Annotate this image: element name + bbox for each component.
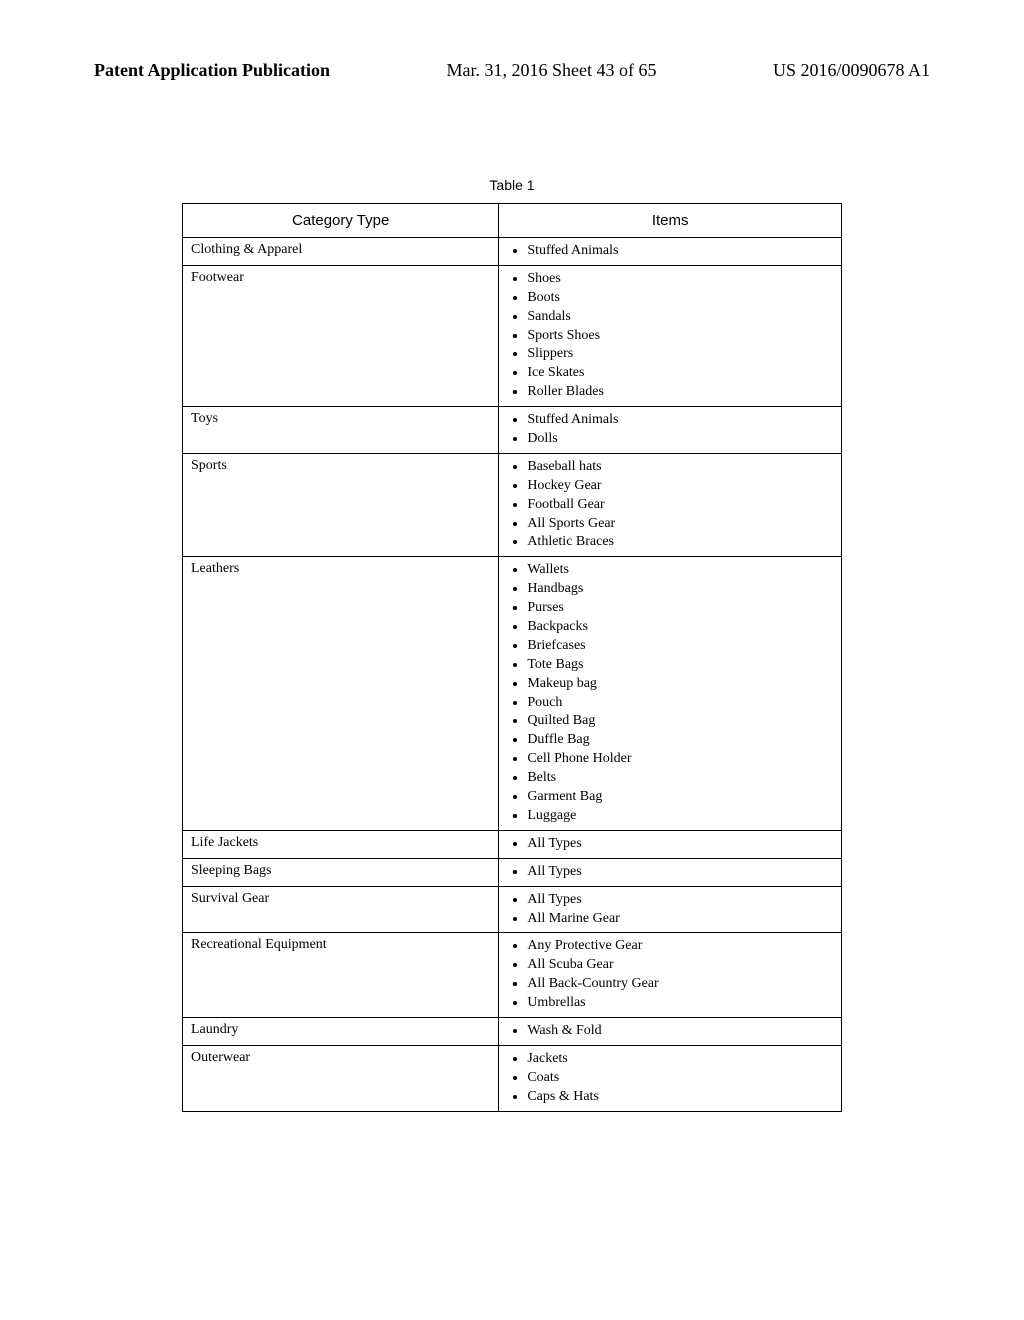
page-header: Patent Application Publication Mar. 31, … — [90, 60, 934, 87]
items-list: Stuffed AnimalsDolls — [507, 411, 833, 449]
items-list: All TypesAll Marine Gear — [507, 891, 833, 929]
table-row: Clothing & Apparel Stuffed Animals — [183, 238, 842, 266]
items-list: JacketsCoatsCaps & Hats — [507, 1050, 833, 1107]
list-item: Quilted Bag — [527, 712, 833, 731]
table-row: LeathersWalletsHandbagsPursesBackpacksBr… — [183, 557, 842, 830]
items-list: WalletsHandbagsPursesBackpacksBriefcases… — [507, 561, 833, 825]
category-cell: Leathers — [183, 557, 499, 830]
list-item: Backpacks — [527, 618, 833, 637]
table-row: SportsBaseball hatsHockey GearFootball G… — [183, 453, 842, 556]
items-list: ShoesBootsSandalsSports ShoesSlippersIce… — [507, 270, 833, 402]
list-item: Luggage — [527, 807, 833, 826]
list-item: Wash & Fold — [527, 1022, 833, 1041]
list-item: All Back-Country Gear — [527, 975, 833, 994]
list-item: Pouch — [527, 694, 833, 713]
list-item: All Marine Gear — [527, 910, 833, 929]
list-item: Tote Bags — [527, 656, 833, 675]
table-header-row: Category Type Items — [183, 204, 842, 238]
list-item: Duffle Bag — [527, 731, 833, 750]
list-item: Cell Phone Holder — [527, 750, 833, 769]
list-item: Athletic Braces — [527, 533, 833, 552]
category-cell: Footwear — [183, 265, 499, 406]
header-date-sheet: Mar. 31, 2016 Sheet 43 of 65 — [447, 60, 657, 81]
category-cell: Outerwear — [183, 1045, 499, 1111]
list-item: Belts — [527, 769, 833, 788]
table-row: FootwearShoesBootsSandalsSports ShoesSli… — [183, 265, 842, 406]
list-item: Makeup bag — [527, 675, 833, 694]
list-item: All Types — [527, 863, 833, 882]
items-cell: JacketsCoatsCaps & Hats — [499, 1045, 842, 1111]
list-item: All Types — [527, 891, 833, 910]
items-cell: All TypesAll Marine Gear — [499, 886, 842, 933]
items-cell: Stuffed Animals — [499, 238, 842, 266]
list-item: All Sports Gear — [527, 515, 833, 534]
items-cell: WalletsHandbagsPursesBackpacksBriefcases… — [499, 557, 842, 830]
table-row: Recreational EquipmentAny Protective Gea… — [183, 933, 842, 1018]
items-cell: ShoesBootsSandalsSports ShoesSlippersIce… — [499, 265, 842, 406]
header-patent-number: US 2016/0090678 A1 — [773, 60, 930, 81]
items-list: All Types — [507, 835, 833, 854]
items-cell: Any Protective GearAll Scuba GearAll Bac… — [499, 933, 842, 1018]
table-body: Clothing & Apparel Stuffed Animals Footwea… — [183, 238, 842, 1112]
list-item: Sandals — [527, 308, 833, 327]
list-item: Baseball hats — [527, 458, 833, 477]
list-item: Wallets — [527, 561, 833, 580]
list-item: Sports Shoes — [527, 327, 833, 346]
table-row: OuterwearJacketsCoatsCaps & Hats — [183, 1045, 842, 1111]
items-list: Any Protective GearAll Scuba GearAll Bac… — [507, 937, 833, 1013]
category-cell: Laundry — [183, 1017, 499, 1045]
category-cell: Recreational Equipment — [183, 933, 499, 1018]
category-cell: Clothing & Apparel — [183, 238, 499, 266]
category-cell: Survival Gear — [183, 886, 499, 933]
list-item: Ice Skates — [527, 364, 833, 383]
table-row: Survival GearAll TypesAll Marine Gear — [183, 886, 842, 933]
table-row: ToysStuffed AnimalsDolls — [183, 407, 842, 454]
list-item: Dolls — [527, 430, 833, 449]
table-container: Table 1 Category Type Items Clothing & A… — [182, 177, 842, 1112]
items-list: Wash & Fold — [507, 1022, 833, 1041]
items-cell: All Types — [499, 858, 842, 886]
list-item: Handbags — [527, 580, 833, 599]
col-header-items: Items — [499, 204, 842, 238]
items-list: Stuffed Animals — [507, 242, 833, 261]
category-cell: Life Jackets — [183, 830, 499, 858]
list-item: Caps & Hats — [527, 1088, 833, 1107]
items-cell: Wash & Fold — [499, 1017, 842, 1045]
list-item: Shoes — [527, 270, 833, 289]
list-item: Football Gear — [527, 496, 833, 515]
items-cell: Baseball hatsHockey GearFootball GearAll… — [499, 453, 842, 556]
list-item: Umbrellas — [527, 994, 833, 1013]
table-row: Laundry Wash & Fold — [183, 1017, 842, 1045]
items-list: Baseball hatsHockey GearFootball GearAll… — [507, 458, 833, 552]
list-item: Stuffed Animals — [527, 242, 833, 261]
list-item: Stuffed Animals — [527, 411, 833, 430]
list-item: Boots — [527, 289, 833, 308]
list-item: Garment Bag — [527, 788, 833, 807]
table-row: Sleeping Bags All Types — [183, 858, 842, 886]
category-cell: Toys — [183, 407, 499, 454]
patent-page: Patent Application Publication Mar. 31, … — [0, 0, 1024, 1320]
list-item: Purses — [527, 599, 833, 618]
items-list: All Types — [507, 863, 833, 882]
category-cell: Sports — [183, 453, 499, 556]
header-publication-title: Patent Application Publication — [94, 60, 330, 81]
col-header-category: Category Type — [183, 204, 499, 238]
list-item: Any Protective Gear — [527, 937, 833, 956]
table-head: Category Type Items — [183, 204, 842, 238]
items-cell: Stuffed AnimalsDolls — [499, 407, 842, 454]
list-item: Roller Blades — [527, 383, 833, 402]
list-item: All Types — [527, 835, 833, 854]
list-item: Coats — [527, 1069, 833, 1088]
items-cell: All Types — [499, 830, 842, 858]
table-caption: Table 1 — [182, 177, 842, 193]
table-row: Life Jackets All Types — [183, 830, 842, 858]
list-item: All Scuba Gear — [527, 956, 833, 975]
list-item: Slippers — [527, 345, 833, 364]
list-item: Jackets — [527, 1050, 833, 1069]
list-item: Briefcases — [527, 637, 833, 656]
category-cell: Sleeping Bags — [183, 858, 499, 886]
category-items-table: Category Type Items Clothing & Apparel St… — [182, 203, 842, 1112]
list-item: Hockey Gear — [527, 477, 833, 496]
